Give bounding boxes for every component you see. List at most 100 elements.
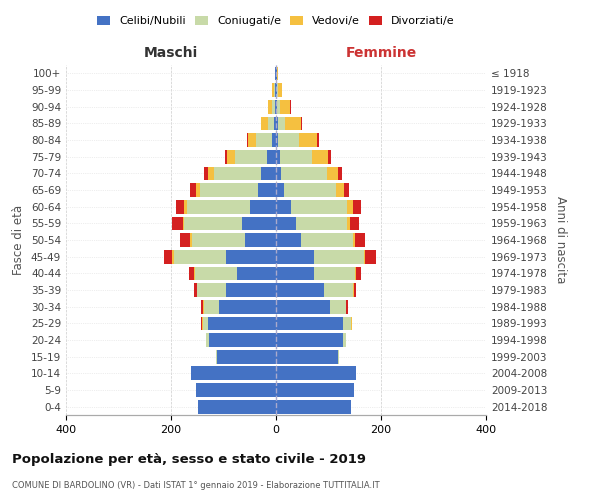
Bar — [276, 233, 301, 247]
Bar — [276, 350, 339, 364]
Bar — [276, 250, 314, 264]
Bar — [235, 150, 276, 164]
Bar — [276, 200, 290, 213]
Bar — [220, 300, 276, 314]
Bar — [276, 383, 354, 397]
Bar — [182, 216, 276, 230]
Bar — [276, 133, 278, 147]
Bar — [224, 150, 276, 164]
Bar — [276, 66, 278, 80]
Bar — [276, 200, 361, 213]
Bar — [276, 133, 299, 147]
Bar — [276, 83, 282, 97]
Bar — [276, 333, 343, 347]
Bar — [216, 350, 276, 364]
Bar — [198, 400, 276, 413]
Bar — [257, 183, 276, 197]
Bar — [276, 300, 346, 314]
Bar — [172, 250, 276, 264]
Bar — [276, 366, 356, 380]
Bar — [196, 383, 276, 397]
Bar — [180, 233, 276, 247]
Bar — [276, 316, 352, 330]
Bar — [276, 133, 319, 147]
Bar — [206, 333, 276, 347]
Bar — [276, 250, 364, 264]
Bar — [191, 366, 276, 380]
Bar — [196, 383, 276, 397]
Text: Femmine: Femmine — [346, 46, 416, 60]
Bar — [256, 133, 276, 147]
Text: Maschi: Maschi — [144, 46, 198, 60]
Bar — [276, 133, 317, 147]
Bar — [276, 283, 354, 297]
Bar — [276, 266, 356, 280]
Bar — [276, 116, 302, 130]
Bar — [214, 166, 276, 180]
Bar — [203, 316, 276, 330]
Bar — [227, 150, 276, 164]
Bar — [276, 100, 277, 114]
Bar — [276, 250, 376, 264]
Bar — [276, 116, 286, 130]
Bar — [276, 350, 339, 364]
Bar — [191, 366, 276, 380]
Bar — [276, 300, 330, 314]
Bar — [276, 100, 280, 114]
Y-axis label: Anni di nascita: Anni di nascita — [554, 196, 567, 284]
Bar — [198, 400, 276, 413]
Bar — [203, 166, 276, 180]
Bar — [276, 316, 352, 330]
Bar — [236, 266, 276, 280]
Bar — [276, 366, 356, 380]
Bar — [242, 216, 276, 230]
Bar — [209, 333, 276, 347]
Bar — [276, 383, 354, 397]
Bar — [276, 166, 328, 180]
Bar — [268, 100, 276, 114]
Bar — [276, 200, 353, 213]
Bar — [276, 283, 353, 297]
Bar — [276, 400, 350, 413]
Bar — [276, 383, 354, 397]
Bar — [276, 183, 336, 197]
Bar — [276, 333, 346, 347]
Bar — [226, 283, 276, 297]
Bar — [276, 216, 350, 230]
Bar — [206, 333, 276, 347]
Bar — [276, 283, 356, 297]
Bar — [276, 250, 365, 264]
Bar — [173, 250, 276, 264]
Bar — [276, 366, 356, 380]
Bar — [274, 83, 276, 97]
Bar — [202, 300, 276, 314]
Bar — [276, 266, 361, 280]
Bar — [194, 266, 276, 280]
Bar — [276, 266, 314, 280]
Bar — [192, 233, 276, 247]
Bar — [276, 200, 347, 213]
Bar — [202, 316, 276, 330]
Bar — [276, 400, 350, 413]
Bar — [276, 300, 346, 314]
Bar — [191, 366, 276, 380]
Bar — [276, 166, 281, 180]
Bar — [276, 100, 290, 114]
Bar — [276, 266, 355, 280]
Bar — [276, 83, 278, 97]
Bar — [272, 100, 276, 114]
Bar — [276, 83, 282, 97]
Bar — [184, 200, 276, 213]
Bar — [276, 150, 280, 164]
Bar — [276, 183, 284, 197]
Bar — [203, 300, 276, 314]
Bar — [276, 150, 328, 164]
Bar — [196, 383, 276, 397]
Bar — [276, 116, 278, 130]
Bar — [276, 366, 356, 380]
Legend: Celibi/Nubili, Coniugati/e, Vedovi/e, Divorziati/e: Celibi/Nubili, Coniugati/e, Vedovi/e, Di… — [93, 11, 459, 30]
Bar — [197, 283, 276, 297]
Bar — [276, 233, 353, 247]
Bar — [276, 66, 278, 80]
Bar — [276, 350, 339, 364]
